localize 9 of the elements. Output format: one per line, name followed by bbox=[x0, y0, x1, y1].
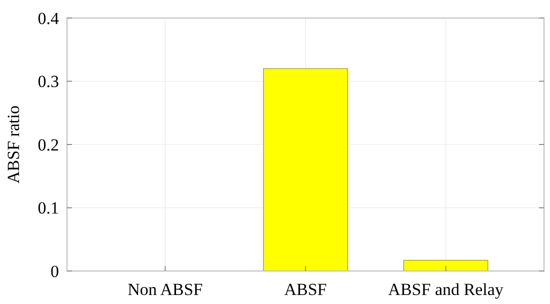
y-tick-label: 0.4 bbox=[38, 8, 60, 28]
y-tick-label: 0.3 bbox=[38, 72, 59, 92]
x-tick-label: ABSF bbox=[284, 280, 327, 299]
x-tick-label: Non ABSF bbox=[128, 280, 203, 299]
y-tick-label: 0.2 bbox=[38, 135, 59, 154]
y-tick-label: 0.1 bbox=[38, 198, 59, 218]
x-tick-label: ABSF and Relay bbox=[388, 280, 504, 299]
y-tick-label: 0 bbox=[50, 262, 59, 281]
y-axis-title: ABSF ratio bbox=[4, 106, 23, 184]
